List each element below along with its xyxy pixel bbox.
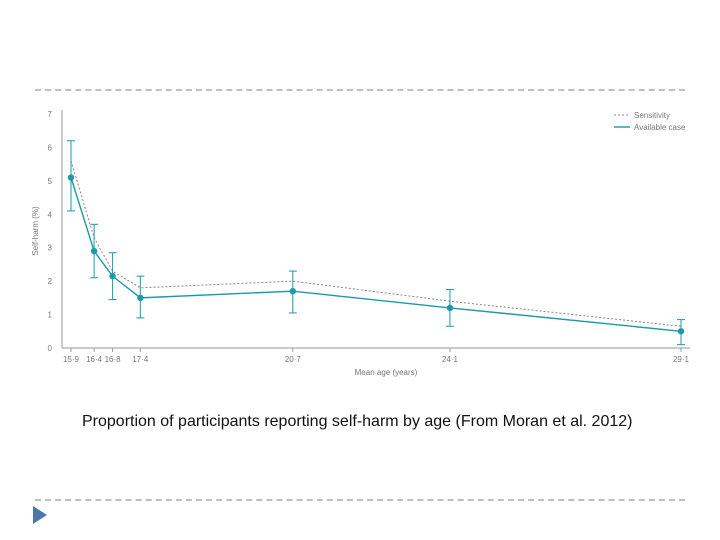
data-point-available-case — [446, 304, 454, 312]
x-tick-labels: 15·9 16·4 16·8 17·4 20·7 24·1 29·1 — [63, 348, 690, 364]
data-point-available-case — [109, 272, 116, 280]
y-tick-label: 3 — [48, 244, 53, 253]
x-axis-label: Mean age (years) — [355, 368, 418, 377]
series-line-sensitivity — [70, 160, 682, 327]
x-tick-label: 16·4 — [86, 355, 103, 364]
triangle-right-icon[interactable] — [33, 506, 49, 526]
legend-label-available-case: Available case — [634, 123, 686, 132]
y-tick-labels: 0 1 2 3 4 5 6 7 — [48, 110, 53, 353]
self-harm-chart: 0 1 2 3 4 5 6 7 15·9 16·4 16·8 17·4 20·7 24·1 29·1 Se… — [31, 110, 690, 377]
y-tick-label: 0 — [48, 344, 53, 353]
legend-label-sensitivity: Sensitivity — [634, 111, 670, 120]
data-point-available-case — [90, 247, 98, 255]
x-tick-label: 24·1 — [442, 355, 459, 364]
y-tick-label: 4 — [48, 210, 53, 219]
top-divider — [35, 89, 685, 91]
y-tick-label: 6 — [48, 143, 53, 152]
x-tick-label: 16·8 — [105, 355, 122, 364]
y-tick-label: 7 — [48, 110, 53, 119]
x-tick-label: 15·9 — [63, 355, 80, 364]
x-tick-label: 17·4 — [132, 355, 149, 364]
x-tick-label: 20·7 — [285, 355, 302, 364]
y-axis-label: Self-harm (%) — [31, 206, 40, 256]
y-tick-label: 2 — [48, 277, 53, 286]
bottom-divider — [35, 499, 685, 501]
y-tick-label: 1 — [48, 311, 53, 320]
data-point-available-case — [137, 294, 144, 302]
y-tick-label: 5 — [48, 177, 53, 186]
data-point-available-case — [67, 174, 75, 181]
legend: Sensitivity Available case — [614, 111, 686, 132]
series-line-available-case — [70, 177, 682, 332]
data-point-available-case — [677, 328, 685, 335]
figure-caption: Proportion of participants reporting sel… — [78, 410, 678, 433]
series-layer — [67, 140, 685, 346]
caption-text: Proportion of participants reporting sel… — [82, 413, 633, 430]
data-point-available-case — [289, 287, 297, 295]
x-tick-label: 29·1 — [673, 355, 690, 364]
